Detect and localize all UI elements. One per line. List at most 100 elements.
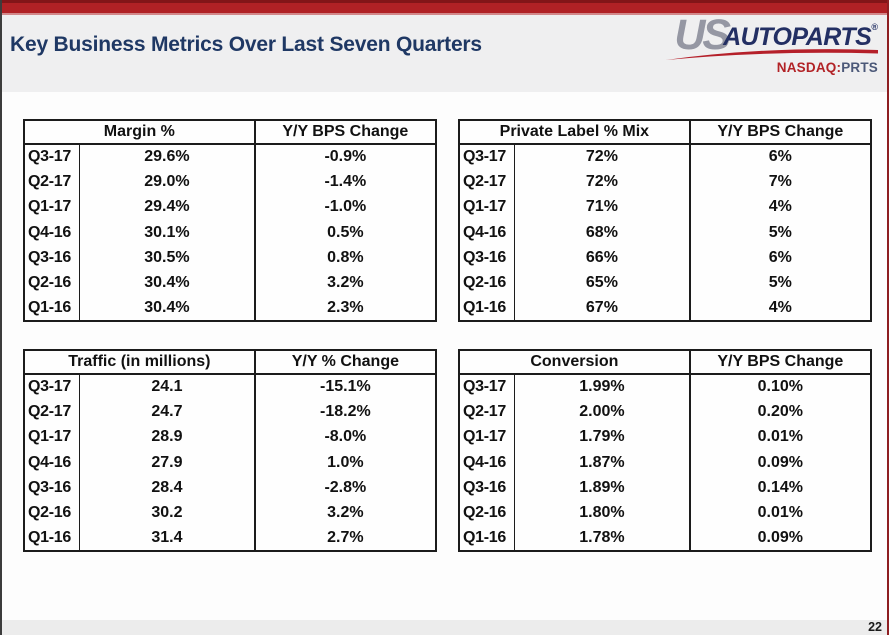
quarter-label: Q1-17 <box>28 198 71 216</box>
quarter-label: Q1-16 <box>28 298 71 316</box>
change-column-header: Y/Y BPS Change <box>253 120 436 146</box>
change-value: 6% <box>688 144 871 170</box>
table-row: Q3-16 28.4 -2.8% <box>24 475 436 501</box>
table-row: Q3-16 1.89% 0.14% <box>459 475 871 501</box>
change-column-header: Y/Y BPS Change <box>688 120 871 146</box>
quarter-label: Q4-16 <box>28 223 71 241</box>
quarter-label: Q2-16 <box>463 274 506 292</box>
change-value: 0.01% <box>688 424 871 450</box>
change-value: 0.20% <box>688 399 871 425</box>
quarter-label: Q3-16 <box>28 478 71 496</box>
change-value: 6% <box>688 245 871 271</box>
quarter-label: Q3-17 <box>28 148 71 166</box>
table-row: Q1-17 28.9 -8.0% <box>24 424 436 450</box>
table-row: Q4-16 68% 5% <box>459 219 871 246</box>
table-row: Q3-17 29.6% -0.9% <box>24 144 436 170</box>
company-logo: USAUTOPARTS® NASDAQ:PRTS <box>650 14 878 78</box>
quarter-label: Q4-16 <box>28 453 71 471</box>
change-value: -2.8% <box>253 475 436 501</box>
quarter-label: Q3-16 <box>463 248 506 266</box>
quarter-label: Q2-16 <box>463 504 506 522</box>
table-row: Q4-16 30.1% 0.5% <box>24 219 436 246</box>
change-value: 0.09% <box>688 525 871 551</box>
metric-table-private-label-mix: Private Label % Mix Y/Y BPS Change Q3-17 72… <box>458 119 872 322</box>
metric-value: 28.9 <box>79 424 255 450</box>
table-row: Q1-17 71% 4% <box>459 194 871 220</box>
change-value: 2.7% <box>253 525 436 551</box>
quarter-label: Q1-17 <box>28 428 71 446</box>
metric-value: 65% <box>514 270 690 296</box>
quarter-label: Q3-17 <box>463 148 506 166</box>
slide-left-border <box>0 0 2 635</box>
table-row: Q2-16 65% 5% <box>459 270 871 296</box>
metric-value: 24.7 <box>79 399 255 425</box>
table-row: Q2-17 72% 7% <box>459 169 871 195</box>
quarter-label: Q2-17 <box>463 173 506 191</box>
change-value: 0.8% <box>253 245 436 271</box>
table-header-row: Conversion Y/Y BPS Change <box>459 350 871 376</box>
registered-mark: ® <box>871 22 878 32</box>
quarter-label: Q4-16 <box>463 223 506 241</box>
quarter-label: Q2-16 <box>28 504 71 522</box>
metric-value: 27.9 <box>79 449 255 476</box>
metric-value: 29.0% <box>79 169 255 195</box>
ticker-symbol: PRTS <box>841 60 878 75</box>
metric-value: 1.80% <box>514 500 690 526</box>
table-row: Q2-16 30.2 3.2% <box>24 500 436 526</box>
footer-band <box>0 620 889 635</box>
quarter-label: Q1-16 <box>28 528 71 546</box>
change-value: 1.0% <box>253 449 436 476</box>
metric-value: 30.4% <box>79 270 255 296</box>
change-value: 0.10% <box>688 374 871 400</box>
metric-value: 29.4% <box>79 194 255 220</box>
change-value: 7% <box>688 169 871 195</box>
quarter-label: Q3-17 <box>28 378 71 396</box>
metric-value: 1.78% <box>514 525 690 551</box>
logo-us-text: US <box>674 11 731 59</box>
change-value: 5% <box>688 270 871 296</box>
change-value: -18.2% <box>253 399 436 425</box>
metric-value: 71% <box>514 194 690 220</box>
change-value: 0.5% <box>253 219 436 246</box>
metric-table-margin: Margin % Y/Y BPS Change Q3-17 29.6% -0.9% Q2-… <box>23 119 437 322</box>
slide-right-border <box>887 0 889 635</box>
metric-column-header: Traffic (in millions) <box>24 350 255 376</box>
metric-value: 72% <box>514 144 690 170</box>
change-value: -1.0% <box>253 194 436 220</box>
change-value: 4% <box>688 194 871 220</box>
metric-column-header: Conversion <box>459 350 690 376</box>
quarter-label: Q2-17 <box>28 403 71 421</box>
change-value: 3.2% <box>253 500 436 526</box>
quarter-label: Q4-16 <box>463 453 506 471</box>
quarter-label: Q3-17 <box>463 378 506 396</box>
change-value: 0.09% <box>688 449 871 476</box>
table-row: Q1-16 1.78% 0.09% <box>459 525 871 551</box>
table-row: Q3-17 1.99% 0.10% <box>459 374 871 400</box>
metric-table-traffic: Traffic (in millions) Y/Y % Change Q3-17 24… <box>23 349 437 552</box>
quarter-label: Q1-16 <box>463 528 506 546</box>
quarter-label: Q2-16 <box>28 274 71 292</box>
metric-value: 72% <box>514 169 690 195</box>
table-row: Q1-17 29.4% -1.0% <box>24 194 436 220</box>
quarter-label: Q3-16 <box>28 248 71 266</box>
quarter-label: Q1-17 <box>463 428 506 446</box>
table-row: Q1-17 1.79% 0.01% <box>459 424 871 450</box>
table-row: Q2-17 24.7 -18.2% <box>24 399 436 425</box>
change-value: 0.01% <box>688 500 871 526</box>
metric-value: 30.1% <box>79 219 255 246</box>
change-value: 2.3% <box>253 295 436 321</box>
top-red-banner <box>0 3 889 13</box>
table-row: Q2-16 30.4% 3.2% <box>24 270 436 296</box>
metric-tables-grid: Margin % Y/Y BPS Change Q3-17 29.6% -0.9% Q2-… <box>23 119 872 552</box>
table-header-row: Margin % Y/Y BPS Change <box>24 120 436 146</box>
change-value: 4% <box>688 295 871 321</box>
metric-column-header: Margin % <box>24 120 255 146</box>
table-row: Q1-16 30.4% 2.3% <box>24 295 436 321</box>
quarter-label: Q1-17 <box>463 198 506 216</box>
table-row: Q4-16 1.87% 0.09% <box>459 449 871 476</box>
metric-value: 1.99% <box>514 374 690 400</box>
metric-column-header: Private Label % Mix <box>459 120 690 146</box>
table-row: Q3-17 24.1 -15.1% <box>24 374 436 400</box>
table-row: Q3-16 66% 6% <box>459 245 871 271</box>
change-value: -8.0% <box>253 424 436 450</box>
